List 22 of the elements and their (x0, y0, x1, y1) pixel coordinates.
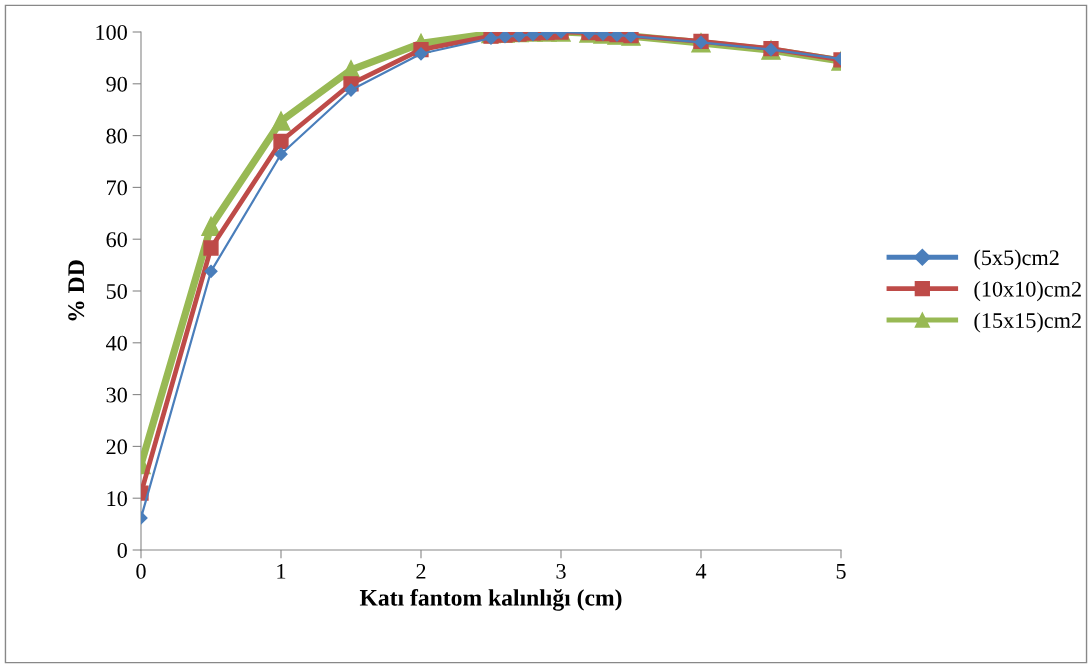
legend-label: (15x15)cm2 (974, 312, 1081, 333)
y-tick-label: 10 (107, 491, 127, 507)
x-axis-title: Katı fantom kalınlığı (cm) (359, 588, 622, 611)
y-tick-label: 0 (117, 542, 127, 558)
x-tick-label: 5 (836, 564, 846, 579)
x-tick-label: 3 (556, 563, 566, 579)
y-tick-label: 70 (107, 180, 127, 196)
y-tick-label: 40 (106, 335, 127, 351)
y-axis-title: % DD (68, 260, 85, 321)
x-tick-label: 1 (277, 563, 286, 579)
y-tick-label: 80 (106, 128, 127, 144)
y-tick-label: 20 (106, 439, 127, 455)
y-tick-label: 60 (106, 232, 127, 248)
y-tick-label: 90 (106, 76, 127, 92)
legend-label: (5x5)cm2 (974, 249, 1059, 270)
y-tick-label: 30 (106, 387, 127, 403)
legend-label: (10x10)cm2 (974, 280, 1081, 302)
x-tick-label: 0 (136, 563, 146, 579)
x-tick-label: 4 (695, 563, 707, 579)
y-tick-label: 100 (96, 24, 127, 40)
y-tick-label: 50 (106, 283, 127, 299)
x-tick-label: 2 (416, 563, 426, 579)
